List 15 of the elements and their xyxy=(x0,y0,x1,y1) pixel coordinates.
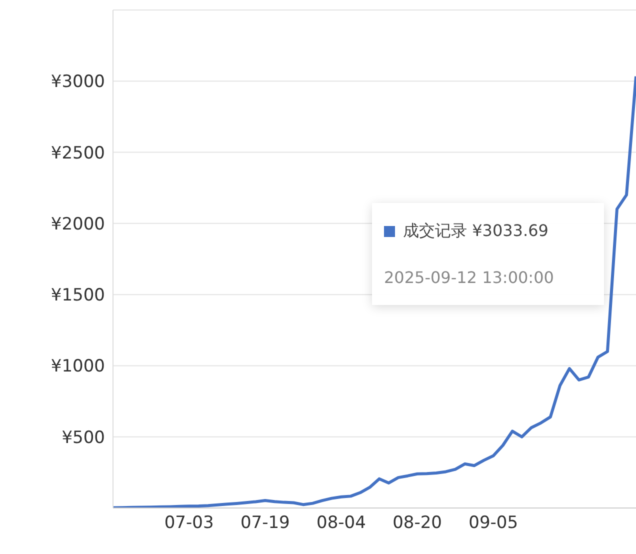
annotation: 成交记录 ¥3033.69 xyxy=(403,221,548,242)
annotation: 2025-09-12 13:00:00 xyxy=(384,268,554,287)
x-tick-label: 09-05 xyxy=(468,513,518,534)
x-tick-label: 07-19 xyxy=(240,513,290,534)
y-tick-label: ¥2500 xyxy=(50,143,105,164)
y-tick-label: ¥1500 xyxy=(50,286,105,306)
y-tick-label: ¥500 xyxy=(62,428,105,448)
y-tick-label: ¥3000 xyxy=(50,72,105,92)
y-tick-label: ¥2000 xyxy=(50,214,105,234)
x-tick-label: 08-04 xyxy=(316,513,366,534)
line-series xyxy=(112,74,636,508)
tooltip-panel: 成交记录 ¥3033.69 2025-09-12 13:00:00 xyxy=(372,203,604,305)
y-tick-label: ¥1000 xyxy=(50,356,105,377)
x-tick-label: 07-03 xyxy=(164,513,214,534)
x-tick-label: 08-20 xyxy=(392,513,442,534)
